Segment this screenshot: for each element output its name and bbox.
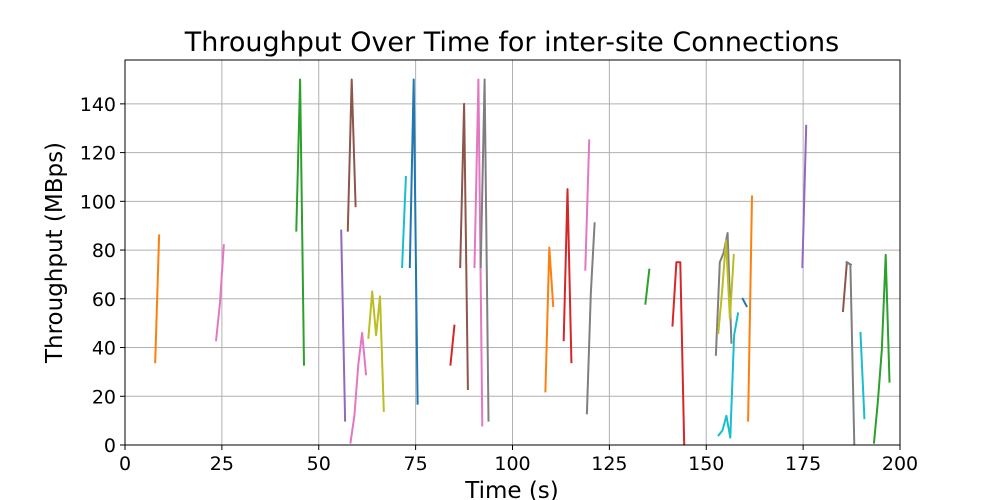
x-tick-label: 75	[404, 453, 428, 475]
series-line-3	[295, 78, 306, 366]
x-tick-label: 50	[307, 453, 331, 475]
series-line-16	[584, 139, 591, 271]
y-tick-label: 60	[92, 289, 116, 311]
series-line-4	[340, 229, 347, 422]
x-tick-label: 125	[591, 453, 627, 475]
series-line-12	[473, 78, 484, 427]
series-line-1	[154, 234, 161, 364]
y-axis-title: Throughput (MBps)	[42, 142, 68, 364]
y-tick-label: 100	[80, 191, 116, 213]
series-line-7	[367, 290, 385, 412]
x-tick-label: 150	[688, 453, 724, 475]
y-tick-label: 80	[92, 240, 116, 262]
chart-title: Throughput Over Time for inter-site Conn…	[184, 27, 839, 58]
series-line-23	[741, 297, 748, 308]
series-line-20	[714, 232, 733, 356]
series-line-11	[459, 102, 469, 391]
x-tick-label: 0	[119, 453, 131, 475]
series-line-6	[349, 331, 368, 444]
series-line-21	[717, 239, 735, 334]
series-lines	[154, 78, 891, 445]
x-tick-label: 100	[494, 453, 530, 475]
x-tick-label: 25	[210, 453, 234, 475]
x-axis-title: Time (s)	[464, 478, 559, 500]
series-line-24	[747, 195, 754, 422]
series-line-9	[408, 78, 419, 405]
series-line-14	[544, 246, 555, 393]
series-line-15	[562, 188, 573, 364]
x-tick-label: 175	[785, 453, 821, 475]
series-line-22	[717, 312, 740, 439]
series-line-25	[801, 124, 808, 269]
x-tick-label: 200	[882, 453, 918, 475]
y-tick-label: 40	[92, 338, 116, 360]
series-line-8	[401, 175, 407, 269]
series-line-2	[215, 244, 225, 342]
y-axis: 0 20 40 60 80 100 120 140	[80, 94, 125, 457]
y-tick-label: 0	[104, 435, 116, 457]
y-tick-label: 140	[80, 94, 116, 116]
series-line-17	[585, 222, 596, 415]
series-line-29	[872, 253, 891, 444]
y-tick-label: 20	[92, 386, 116, 408]
series-line-27	[845, 260, 856, 445]
grid-lines	[124, 60, 901, 446]
series-line-10	[449, 324, 456, 366]
x-axis: 0 25 50 75 100 125 150 175 200	[119, 445, 918, 475]
series-line-18	[644, 268, 651, 305]
series-line-28	[859, 331, 866, 420]
series-line-19	[671, 261, 686, 445]
y-tick-label: 120	[80, 143, 116, 165]
series-line-5	[346, 78, 357, 232]
series-line-13	[479, 78, 490, 422]
